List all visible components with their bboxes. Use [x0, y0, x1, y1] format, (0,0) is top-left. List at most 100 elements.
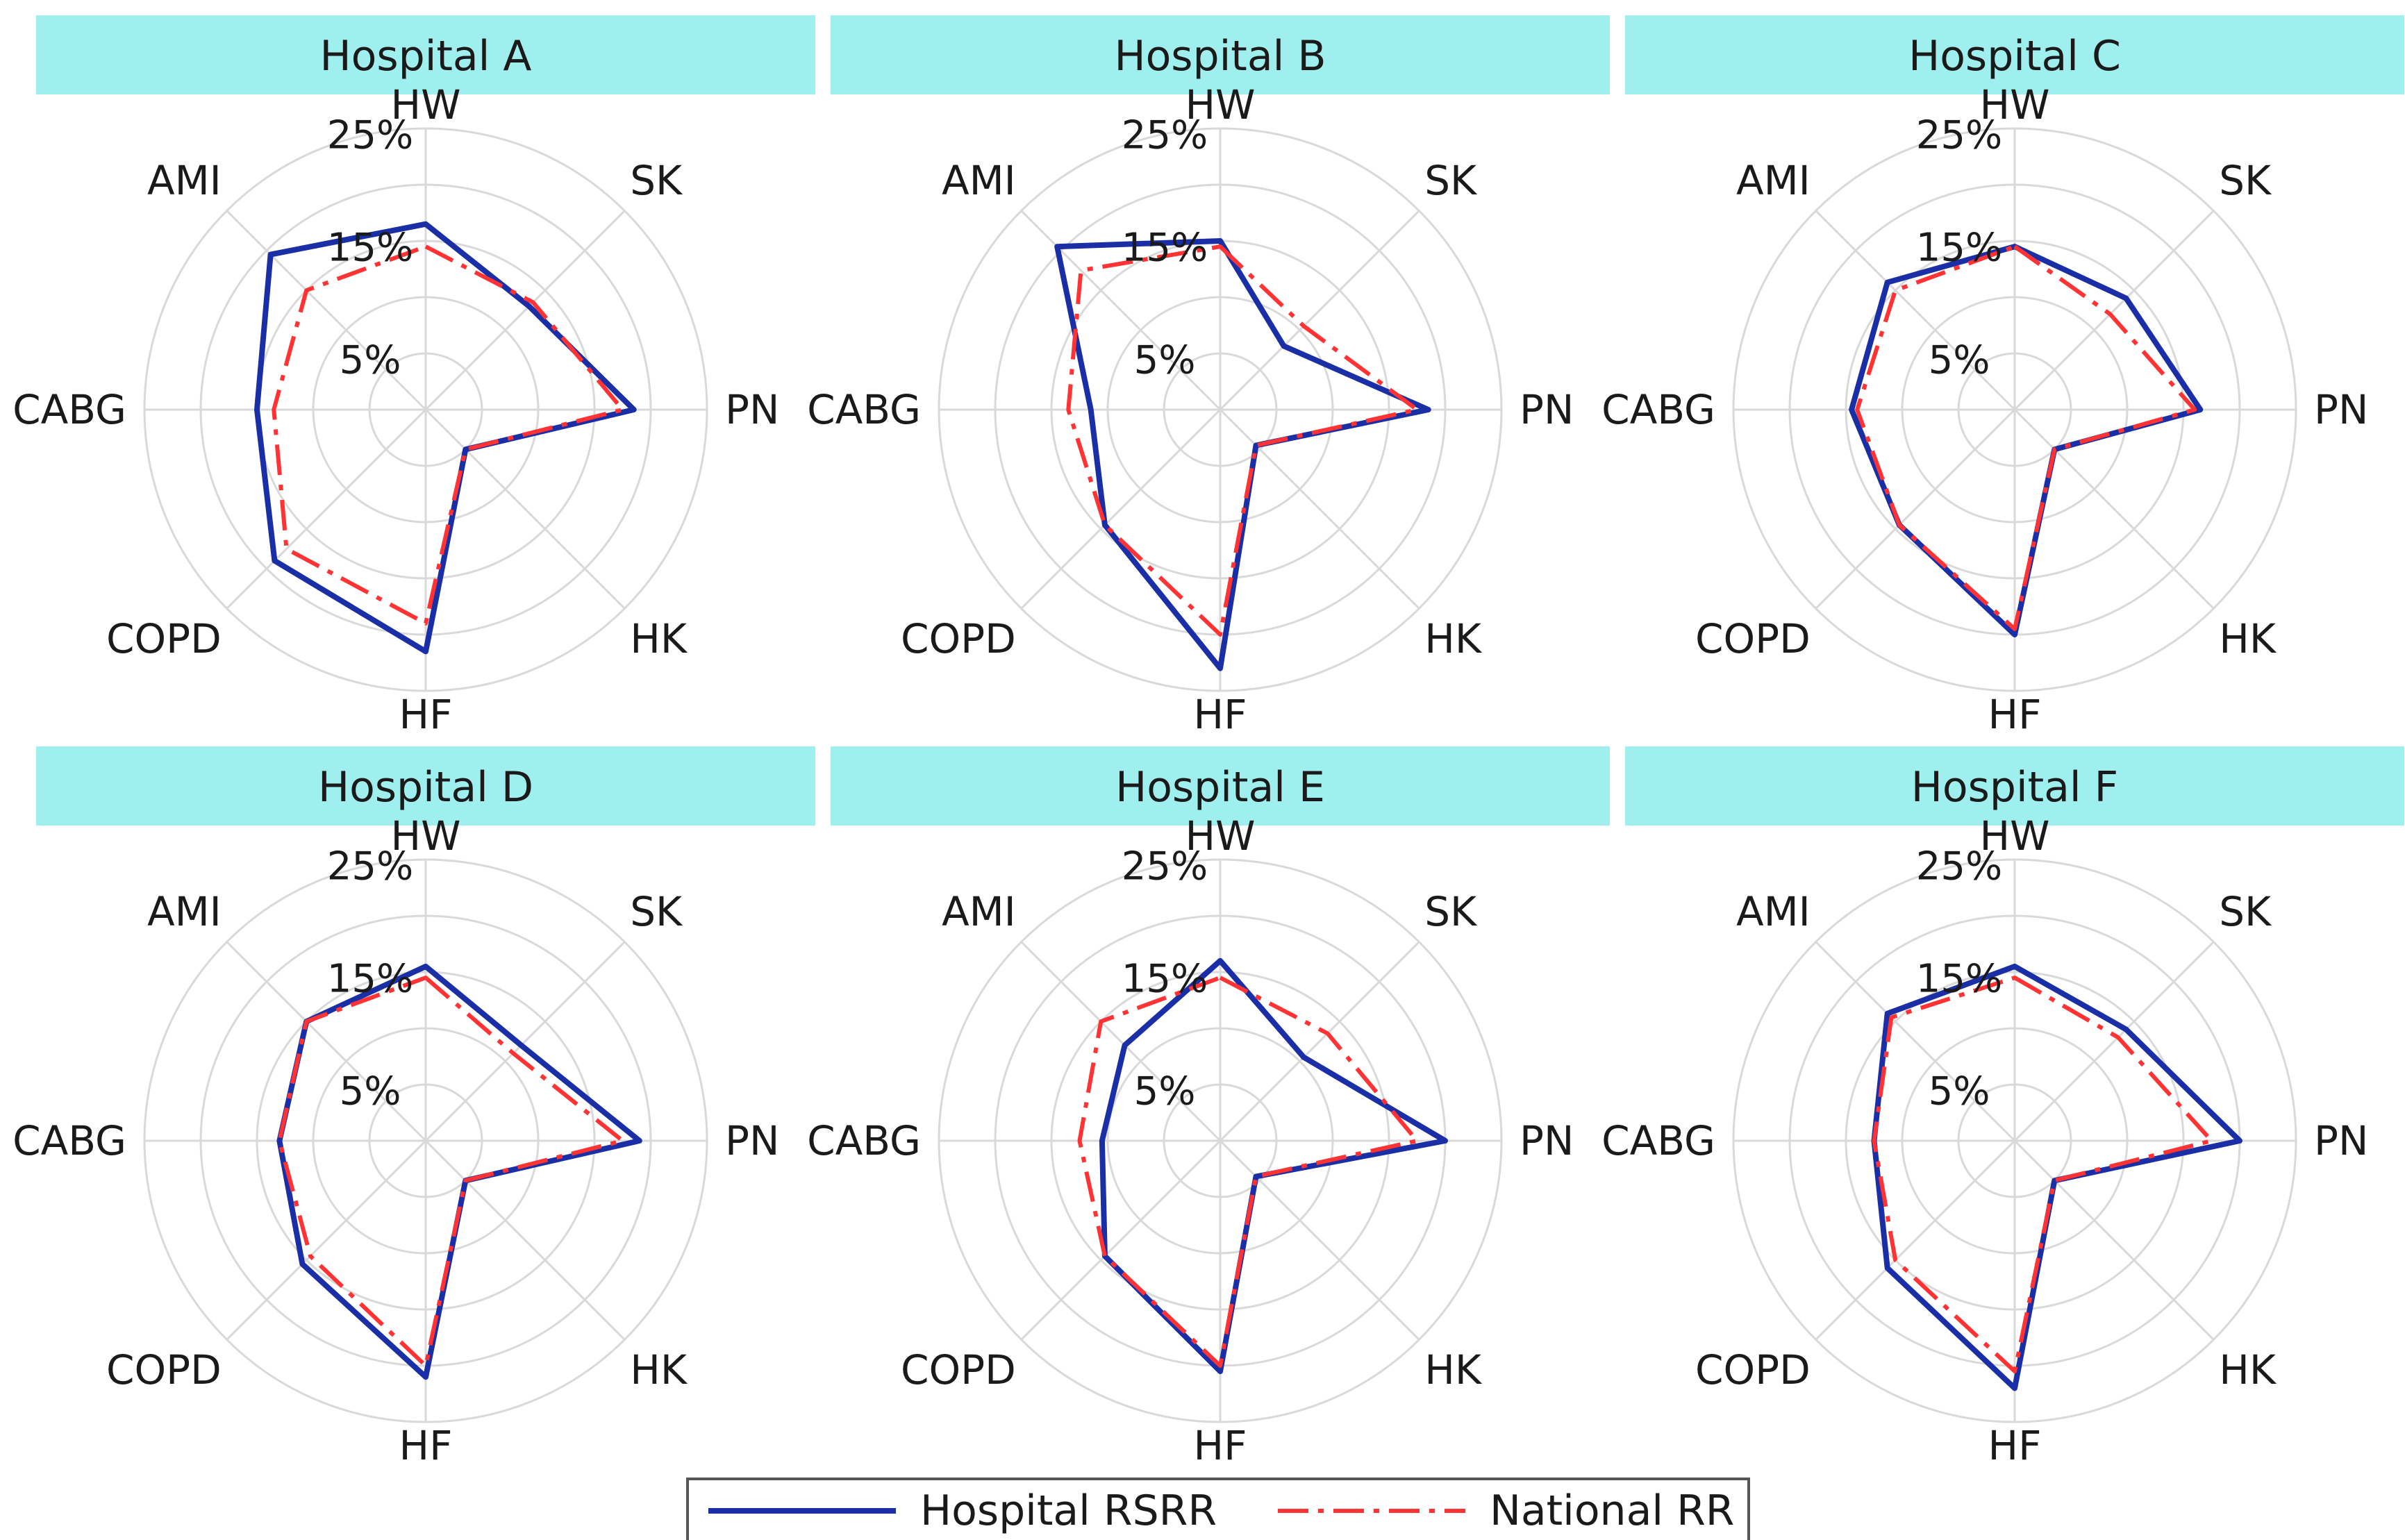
series-line-hospital-rsrr: [1054, 238, 1431, 671]
panel-hospital-d: Hospital D 25% 15% 5% HW SK PN HK HF COPD CABG AMI: [13, 746, 815, 1469]
axis-label-cabg: CABG: [1601, 386, 1715, 433]
axis-label-ami: AMI: [1736, 888, 1811, 935]
axis-label-hw: HW: [391, 812, 461, 860]
ring-label: 5%: [1929, 338, 1990, 383]
spoke-copd: [1815, 1139, 2016, 1341]
axis-label-hf: HF: [399, 691, 453, 738]
axis-label-hw: HW: [1185, 812, 1256, 860]
axis-label-copd: COPD: [1695, 1346, 1811, 1393]
axis-label-cabg: CABG: [13, 1117, 126, 1164]
axis-label-pn: PN: [725, 386, 779, 433]
spoke-hk: [424, 1139, 626, 1341]
axis-label-hw: HW: [1980, 81, 2050, 128]
spoke-ami: [1815, 210, 2016, 411]
axis-label-sk: SK: [2219, 888, 2272, 935]
series-line-national-rr: [277, 976, 625, 1368]
ring-label: 5%: [1134, 1069, 1196, 1114]
panel-title: Hospital F: [1911, 763, 2118, 812]
axis-label-hf: HF: [1988, 1422, 2042, 1469]
ring-label: 5%: [340, 338, 401, 383]
spoke-hk: [2013, 408, 2215, 610]
axis-label-hw: HW: [391, 81, 461, 128]
ring-label: 15%: [1122, 226, 1208, 271]
axis-label-ami: AMI: [147, 888, 222, 935]
axis-label-ami: AMI: [1736, 157, 1811, 204]
spoke-sk: [2013, 941, 2215, 1142]
legend: Hospital RSRR National RR: [686, 1478, 1750, 1540]
panel-title-strip: [36, 746, 815, 826]
spoke-copd: [226, 408, 427, 610]
spoke-copd: [1020, 1139, 1222, 1341]
spoke-hk: [424, 408, 626, 610]
axis-label-hk: HK: [2219, 615, 2277, 662]
axis-label-hf: HF: [1194, 691, 1247, 738]
panel-title-strip: [1625, 15, 2404, 94]
axis-label-hk: HK: [630, 615, 688, 662]
legend-label-hospital-rsrr: Hospital RSRR: [920, 1487, 1217, 1535]
panel-title-strip: [36, 15, 815, 94]
panel-title: Hospital D: [318, 763, 533, 812]
spoke-copd: [1815, 408, 2016, 610]
axis-label-copd: COPD: [901, 1346, 1016, 1393]
series-line-national-rr: [1077, 976, 1420, 1368]
series-line-national-rr: [1872, 976, 2214, 1374]
spoke-ami: [1020, 941, 1222, 1142]
legend-label-national-rr: National RR: [1490, 1487, 1734, 1535]
ring-label: 25%: [1122, 844, 1208, 889]
series-line-national-rr: [1855, 244, 2197, 631]
panel-hospital-c: Hospital C 25% 15% 5% HW SK PN HK HF COPD CABG AMI: [1601, 15, 2404, 738]
axis-label-copd: COPD: [106, 615, 222, 662]
axis-label-hk: HK: [2219, 1346, 2277, 1393]
spoke-ami: [1020, 210, 1222, 411]
ring-label: 25%: [1122, 113, 1208, 158]
axis-label-copd: COPD: [106, 1346, 222, 1393]
series-line-hospital-rsrr: [1871, 963, 2242, 1391]
axis-label-pn: PN: [2314, 1117, 2368, 1164]
series-line-hospital-rsrr: [1849, 244, 2204, 637]
spoke-copd: [1020, 408, 1222, 610]
axis-label-hw: HW: [1185, 81, 1256, 128]
axis-label-sk: SK: [630, 157, 683, 204]
ring-label: 15%: [327, 957, 413, 1002]
spoke-sk: [424, 941, 626, 1142]
axis-label-hw: HW: [1980, 812, 2050, 860]
spoke-hk: [2013, 1139, 2215, 1341]
axis-label-cabg: CABG: [807, 1117, 921, 1164]
axis-label-pn: PN: [2314, 386, 2368, 433]
spoke-sk: [1219, 941, 1420, 1142]
ring-label: 15%: [1916, 957, 2002, 1002]
ring-label: 5%: [1134, 338, 1196, 383]
panel-title: Hospital B: [1114, 32, 1326, 81]
panel-title: Hospital A: [320, 32, 532, 81]
ring-label: 25%: [1916, 844, 2002, 889]
series-line-hospital-rsrr: [276, 963, 642, 1380]
axis-label-sk: SK: [2219, 157, 2272, 204]
panel-hospital-f: Hospital F 25% 15% 5% HW SK PN HK HF COPD CABG AMI: [1601, 746, 2404, 1469]
axis-label-pn: PN: [1520, 1117, 1574, 1164]
axis-label-hk: HK: [1424, 1346, 1483, 1393]
ring-label: 15%: [327, 226, 413, 271]
panel-hospital-e: Hospital E 25% 15% 5% HW SK PN HK HF COPD CABG AMI: [807, 746, 1610, 1469]
spoke-sk: [424, 210, 626, 411]
ring-label: 15%: [1122, 957, 1208, 1002]
spoke-ami: [226, 210, 427, 411]
spoke-ami: [1815, 941, 2016, 1142]
ring-label: 15%: [1916, 226, 2002, 271]
axis-label-cabg: CABG: [807, 386, 921, 433]
ring-label: 5%: [340, 1069, 401, 1114]
axis-label-hk: HK: [1424, 615, 1483, 662]
spoke-ami: [226, 941, 427, 1142]
panel-title-strip: [831, 15, 1610, 94]
axis-label-copd: COPD: [901, 615, 1016, 662]
ring-label: 5%: [1929, 1069, 1990, 1114]
panel-hospital-a: Hospital A 25% 15% 5% HW SK PN HK HF COPD CABG AMI: [13, 15, 815, 738]
axis-label-cabg: CABG: [13, 386, 126, 433]
ring-label: 25%: [1916, 113, 2002, 158]
panel-hospital-b: Hospital B 25% 15% 5% HW SK PN HK HF COPD CABG AMI: [807, 15, 1610, 738]
panel-title-strip: [1625, 746, 2404, 826]
spoke-copd: [226, 1139, 427, 1341]
ring-label: 25%: [327, 844, 413, 889]
ring-label: 25%: [327, 113, 413, 158]
axis-label-ami: AMI: [942, 888, 1016, 935]
